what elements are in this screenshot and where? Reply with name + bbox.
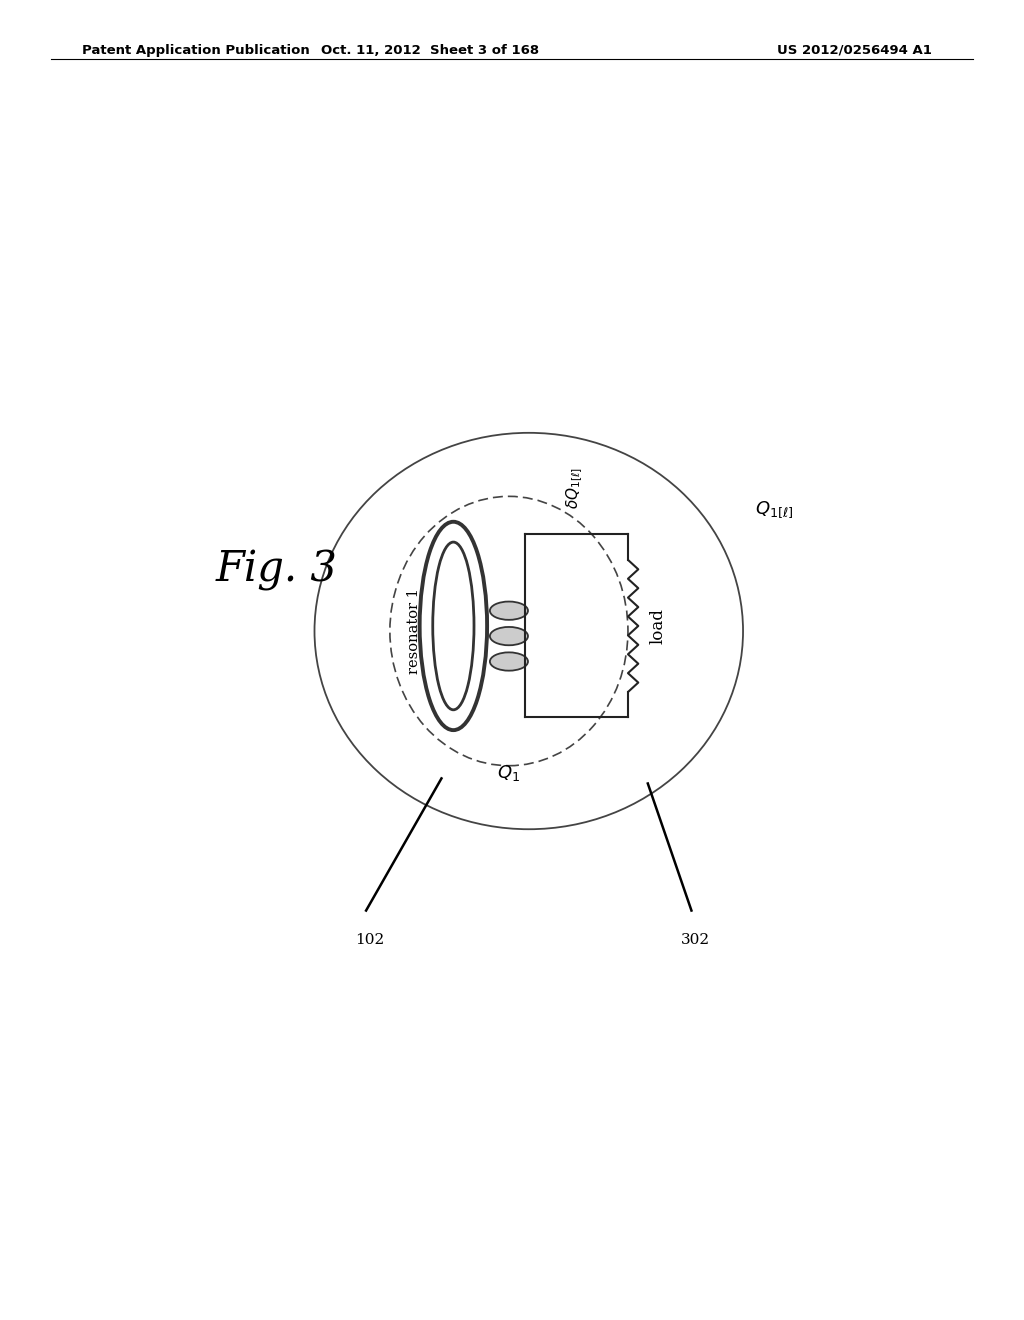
Ellipse shape: [433, 543, 474, 710]
Text: Fig. 3: Fig. 3: [215, 549, 337, 591]
Text: Oct. 11, 2012  Sheet 3 of 168: Oct. 11, 2012 Sheet 3 of 168: [321, 44, 540, 57]
Text: $\delta Q_{1[\ell]}$: $\delta Q_{1[\ell]}$: [564, 467, 585, 510]
Text: $Q_1$: $Q_1$: [498, 763, 520, 783]
Ellipse shape: [489, 627, 528, 645]
Text: 102: 102: [355, 933, 385, 946]
Text: US 2012/0256494 A1: US 2012/0256494 A1: [777, 44, 932, 57]
Ellipse shape: [489, 652, 528, 671]
Text: $Q_{1[\ell]}$: $Q_{1[\ell]}$: [755, 499, 794, 519]
Ellipse shape: [489, 602, 528, 620]
Text: resonator 1: resonator 1: [407, 589, 421, 675]
Text: load: load: [649, 609, 667, 644]
Text: Patent Application Publication: Patent Application Publication: [82, 44, 309, 57]
Text: 302: 302: [681, 933, 710, 946]
